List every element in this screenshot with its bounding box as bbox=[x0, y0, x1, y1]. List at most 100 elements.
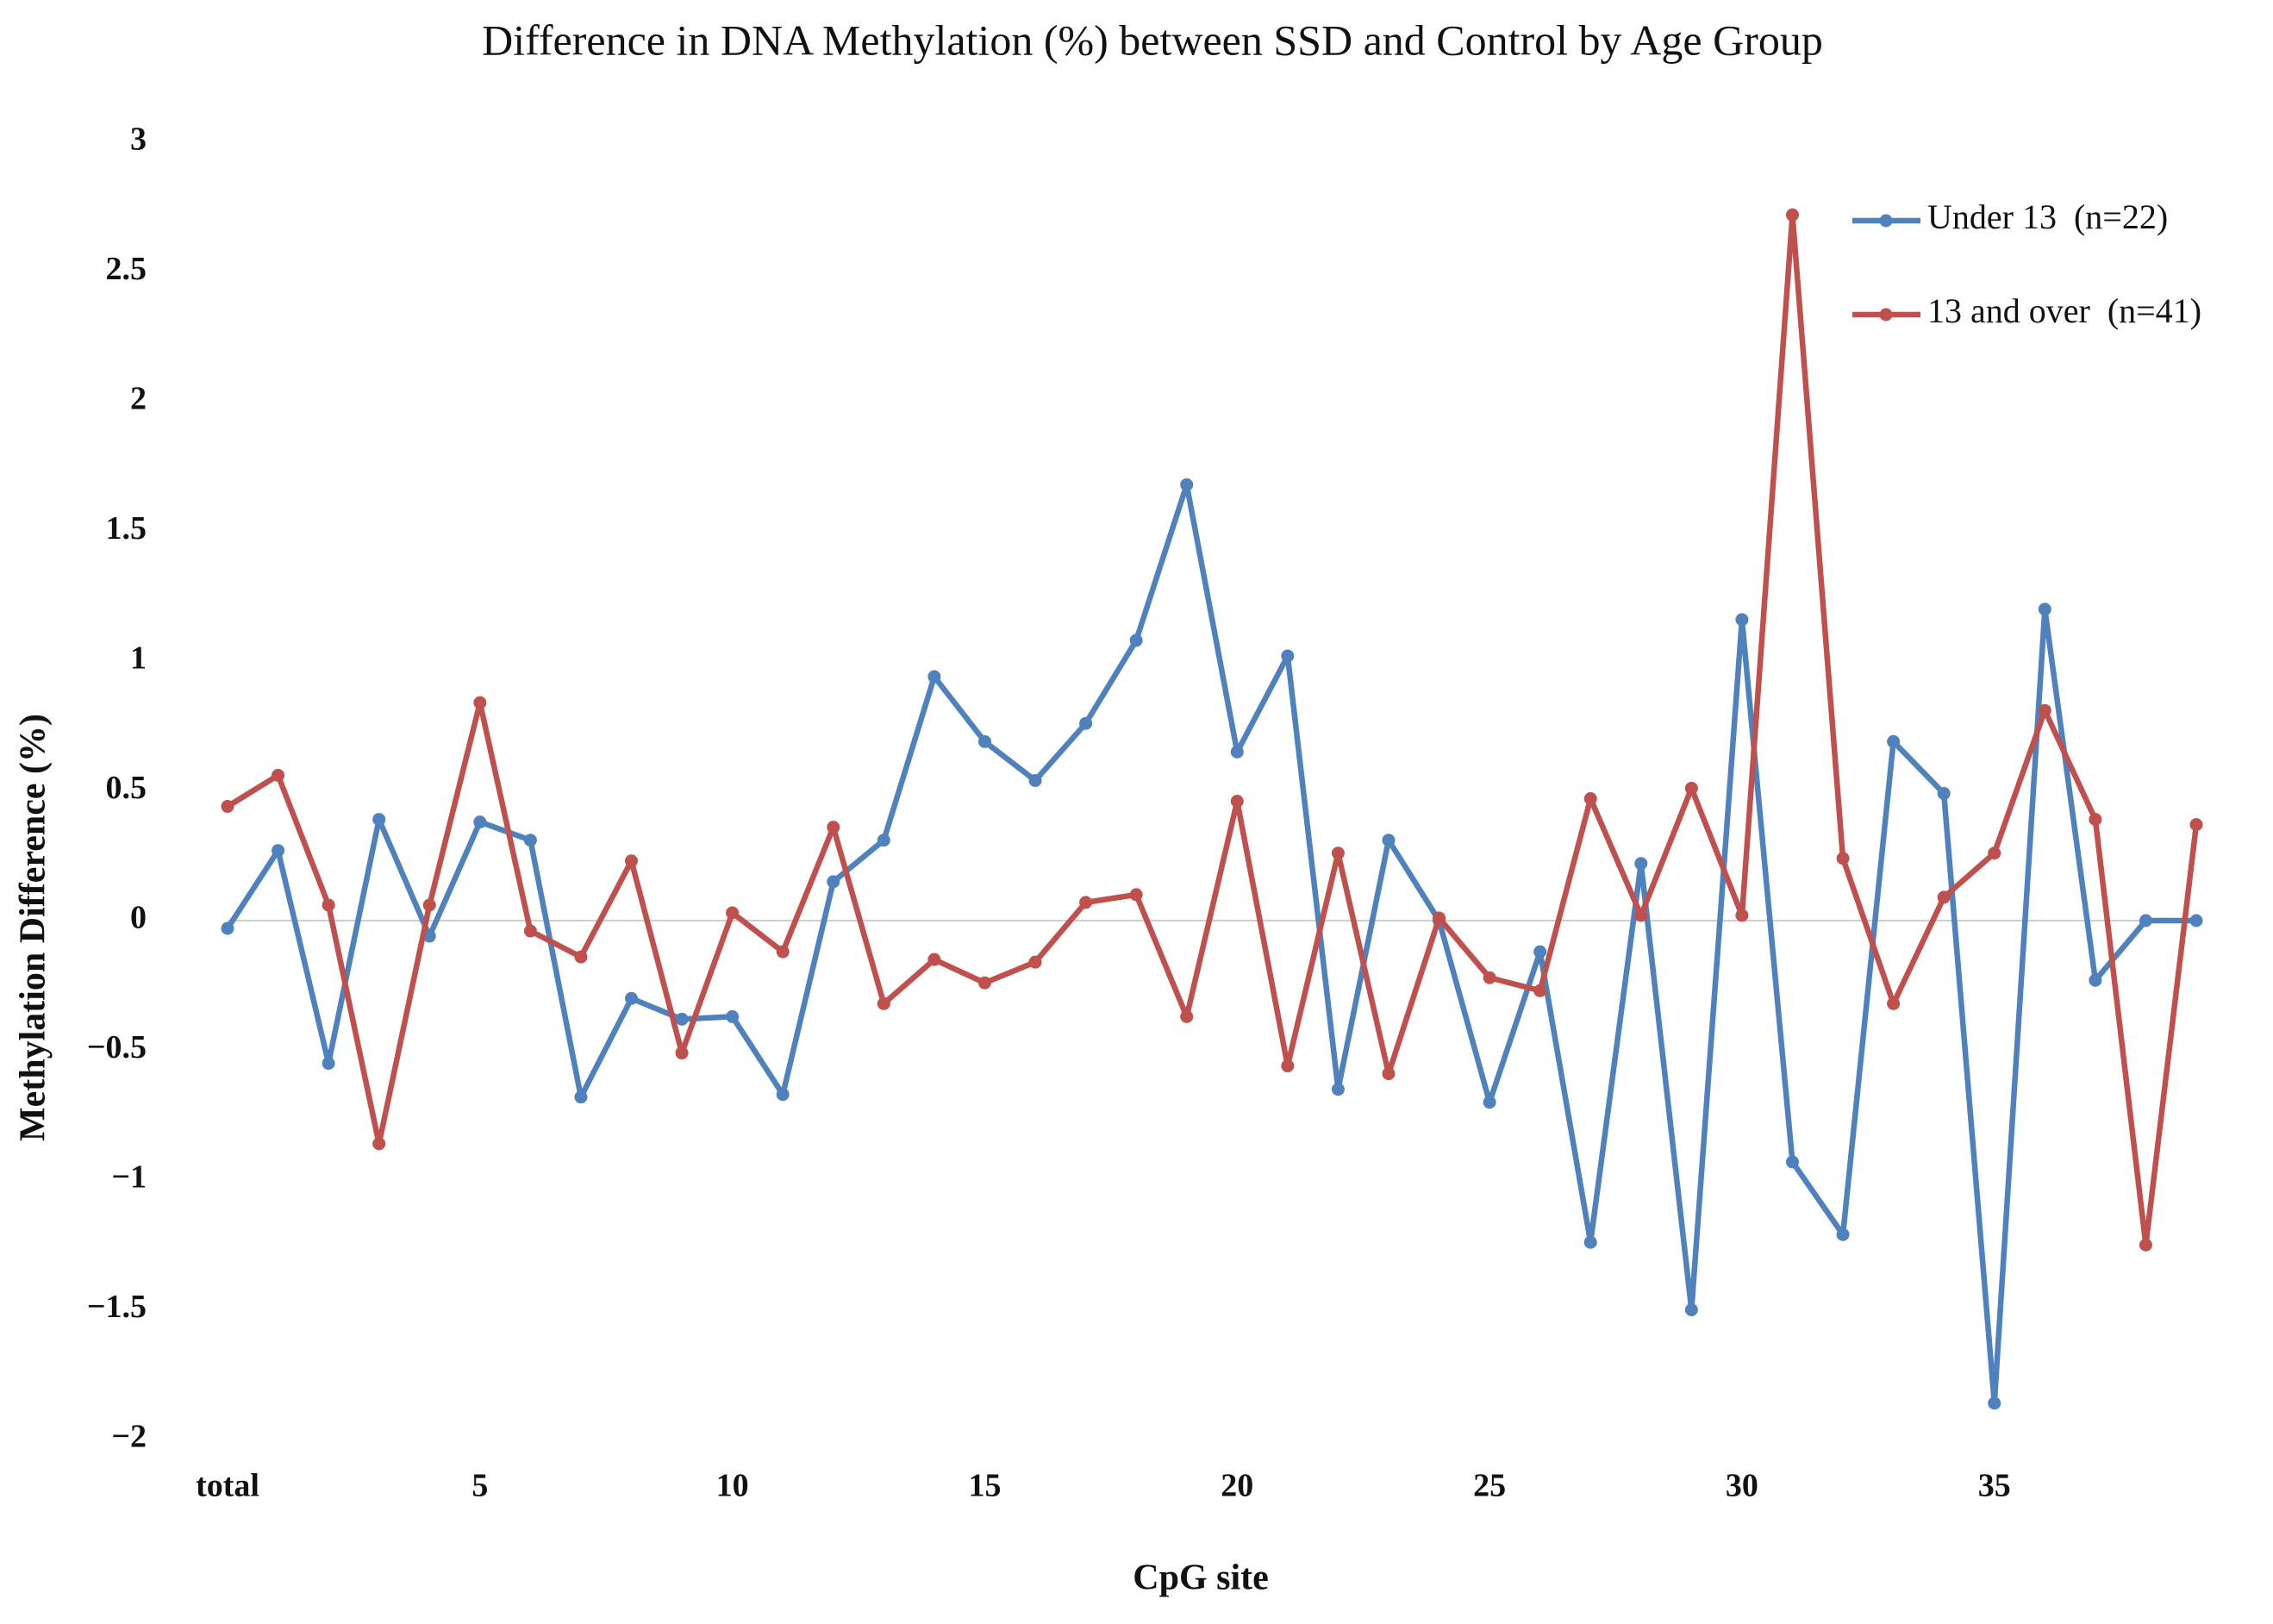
data-point bbox=[1382, 834, 1396, 847]
data-point bbox=[877, 834, 890, 847]
data-point bbox=[2189, 914, 2203, 928]
y-tick-label: 1.5 bbox=[106, 510, 147, 547]
data-point bbox=[1735, 613, 1749, 627]
data-point bbox=[1281, 1059, 1295, 1073]
data-point bbox=[1735, 909, 1749, 922]
data-point bbox=[977, 976, 991, 990]
x-tick-label: 30 bbox=[1726, 1468, 1758, 1504]
data-point bbox=[473, 696, 487, 709]
data-point bbox=[1230, 745, 1244, 759]
data-point bbox=[1836, 1227, 1850, 1241]
data-point bbox=[927, 953, 941, 966]
x-tick-label: 35 bbox=[1978, 1468, 2011, 1504]
data-point bbox=[1079, 716, 1093, 730]
data-point bbox=[473, 815, 487, 829]
data-point bbox=[1937, 890, 1951, 904]
chart-title: Difference in DNA Methylation (%) betwee… bbox=[482, 16, 1823, 64]
data-point bbox=[1988, 1396, 2001, 1410]
data-point bbox=[574, 950, 588, 964]
x-tick-label: 10 bbox=[716, 1468, 749, 1504]
data-point bbox=[1937, 787, 1951, 801]
data-point bbox=[2089, 973, 2102, 987]
data-point bbox=[675, 1012, 689, 1026]
data-point bbox=[322, 898, 335, 912]
data-point bbox=[1483, 1096, 1496, 1109]
data-point bbox=[1129, 888, 1143, 902]
data-point bbox=[1684, 1303, 1698, 1316]
data-point bbox=[1129, 634, 1143, 647]
data-point bbox=[776, 945, 790, 959]
y-tick-label: 1 bbox=[130, 640, 147, 677]
data-point bbox=[625, 991, 639, 1005]
data-point bbox=[1382, 1067, 1396, 1081]
x-tick-label: 15 bbox=[968, 1468, 1001, 1504]
data-point bbox=[827, 821, 840, 834]
x-tick-label: total bbox=[196, 1468, 259, 1504]
data-point bbox=[1433, 911, 1446, 925]
y-tick-label: 3 bbox=[130, 122, 147, 158]
y-tick-label: −2 bbox=[111, 1419, 147, 1455]
data-point bbox=[827, 875, 840, 889]
data-point bbox=[221, 800, 234, 814]
data-point bbox=[1785, 208, 1799, 222]
data-point bbox=[776, 1088, 790, 1102]
data-point bbox=[1583, 1235, 1597, 1249]
data-point bbox=[1028, 955, 1042, 969]
data-point bbox=[1634, 909, 1648, 922]
data-point bbox=[372, 1137, 386, 1151]
legend-marker bbox=[1879, 214, 1893, 228]
data-point bbox=[523, 924, 537, 938]
y-tick-label: −1.5 bbox=[87, 1289, 147, 1325]
data-point bbox=[2189, 818, 2203, 832]
data-point bbox=[1634, 857, 1648, 871]
data-point bbox=[574, 1090, 588, 1104]
data-point bbox=[221, 921, 234, 935]
data-point bbox=[877, 996, 890, 1010]
data-point bbox=[625, 854, 639, 868]
data-point bbox=[1533, 984, 1547, 997]
data-point bbox=[726, 1009, 740, 1023]
data-point bbox=[2139, 914, 2152, 928]
data-point bbox=[2038, 703, 2051, 717]
y-tick-label: 0.5 bbox=[106, 770, 147, 806]
data-point bbox=[977, 734, 991, 748]
data-point bbox=[1684, 781, 1698, 795]
series-line bbox=[225, 482, 2196, 1407]
data-point bbox=[1583, 792, 1597, 806]
data-point bbox=[1180, 1009, 1194, 1023]
data-point bbox=[1836, 852, 1850, 865]
y-tick-label: 2.5 bbox=[106, 251, 147, 287]
data-point bbox=[322, 1057, 335, 1071]
data-point bbox=[1483, 971, 1496, 984]
x-tick-label: 20 bbox=[1221, 1468, 1253, 1504]
data-point bbox=[2139, 1238, 2152, 1252]
data-point bbox=[1533, 945, 1547, 959]
x-tick-label: 25 bbox=[1473, 1468, 1506, 1504]
y-tick-label: −0.5 bbox=[87, 1029, 147, 1065]
data-point bbox=[523, 834, 537, 847]
data-point bbox=[1230, 795, 1244, 809]
data-point bbox=[1887, 996, 1901, 1010]
legend-label: Under 13 (n=22) bbox=[1927, 197, 2168, 236]
legend-marker bbox=[1879, 308, 1893, 322]
data-point bbox=[1079, 896, 1093, 909]
data-point bbox=[1887, 734, 1901, 748]
x-axis-label: CpG site bbox=[1133, 1558, 1269, 1598]
data-point bbox=[422, 898, 436, 912]
legend-label: 13 and over (n=41) bbox=[1927, 291, 2201, 330]
data-point bbox=[927, 670, 941, 684]
data-point bbox=[272, 844, 285, 858]
data-point bbox=[1180, 478, 1194, 491]
data-point bbox=[372, 813, 386, 827]
data-point bbox=[272, 768, 285, 782]
data-point bbox=[1028, 773, 1042, 787]
data-point bbox=[2089, 813, 2102, 827]
data-point bbox=[2038, 603, 2051, 616]
y-tick-label: 0 bbox=[130, 900, 147, 936]
data-point bbox=[675, 1046, 689, 1060]
y-axis-label: Methylation Difference (%) bbox=[14, 714, 53, 1141]
y-tick-label: −1 bbox=[111, 1159, 147, 1196]
data-point bbox=[1331, 1083, 1345, 1096]
data-point bbox=[1785, 1155, 1799, 1169]
